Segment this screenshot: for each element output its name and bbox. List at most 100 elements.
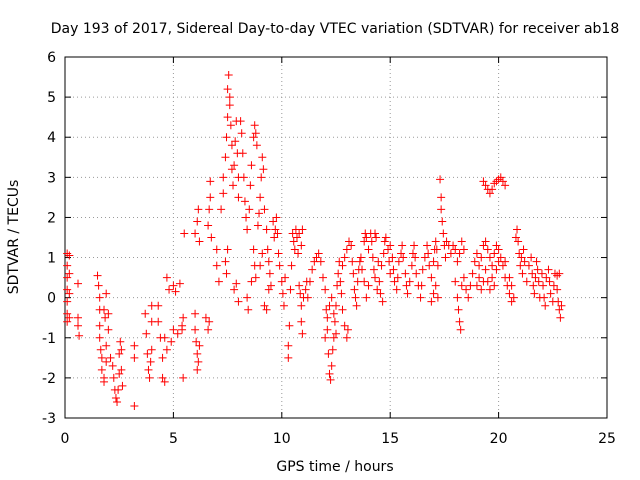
data-point xyxy=(517,253,526,262)
data-point xyxy=(553,271,562,280)
data-point xyxy=(514,237,523,246)
data-point xyxy=(234,297,243,306)
data-point xyxy=(262,305,271,314)
data-point xyxy=(472,249,481,258)
data-point xyxy=(429,257,438,266)
data-point xyxy=(193,217,202,226)
data-point xyxy=(201,313,210,322)
data-point xyxy=(180,229,189,238)
data-point xyxy=(541,301,550,310)
data-point xyxy=(464,293,473,302)
data-point xyxy=(321,333,330,342)
data-point xyxy=(193,349,202,358)
data-point xyxy=(549,281,558,290)
y-tick-label: 6 xyxy=(47,50,56,66)
data-point xyxy=(262,225,271,234)
data-point xyxy=(485,189,494,198)
data-point xyxy=(527,253,536,262)
data-point xyxy=(160,333,169,342)
data-point xyxy=(544,265,553,274)
data-point xyxy=(284,353,293,362)
data-point xyxy=(297,301,306,310)
data-point xyxy=(231,137,240,146)
data-point xyxy=(384,245,393,254)
axis-ticks xyxy=(64,56,608,419)
data-point xyxy=(349,269,358,278)
data-point xyxy=(289,237,298,246)
data-point xyxy=(324,349,333,358)
data-point xyxy=(340,321,349,330)
data-point xyxy=(63,249,72,258)
data-point xyxy=(446,249,455,258)
data-point xyxy=(111,393,120,402)
data-point xyxy=(373,285,382,294)
y-tick-label: 3 xyxy=(47,170,56,186)
data-point xyxy=(555,269,564,278)
data-point xyxy=(399,253,408,262)
data-point xyxy=(63,261,72,270)
data-point xyxy=(488,273,497,282)
data-point xyxy=(74,321,83,330)
data-point xyxy=(263,245,272,254)
data-point xyxy=(397,249,406,258)
data-point xyxy=(546,289,555,298)
data-point xyxy=(273,229,282,238)
data-point xyxy=(207,233,216,242)
data-point xyxy=(221,257,230,266)
data-point xyxy=(390,277,399,286)
data-point xyxy=(130,401,139,410)
x-tick-label: 10 xyxy=(273,431,291,447)
data-point xyxy=(557,301,566,310)
data-point xyxy=(162,345,171,354)
data-point xyxy=(260,205,269,214)
data-point xyxy=(223,85,232,94)
data-point xyxy=(453,293,462,302)
data-point xyxy=(420,253,429,262)
data-point xyxy=(470,257,479,266)
data-point xyxy=(513,225,522,234)
y-tick-label: 2 xyxy=(47,210,56,226)
data-point xyxy=(194,357,203,366)
data-point xyxy=(205,205,214,214)
data-point xyxy=(284,341,293,350)
data-point xyxy=(389,265,398,274)
data-point xyxy=(438,217,447,226)
data-point xyxy=(222,133,231,142)
data-point xyxy=(271,225,280,234)
y-tick-label: -2 xyxy=(42,371,56,387)
data-point xyxy=(96,345,105,354)
data-point xyxy=(330,317,339,326)
data-point xyxy=(455,249,464,258)
data-point xyxy=(95,333,104,342)
y-tick-label: -3 xyxy=(42,411,56,427)
data-point xyxy=(286,285,295,294)
data-point xyxy=(74,279,83,288)
data-point xyxy=(553,285,562,294)
data-point xyxy=(244,305,253,314)
data-point xyxy=(297,241,306,250)
data-point xyxy=(249,133,258,142)
data-point xyxy=(352,301,361,310)
data-point xyxy=(221,153,230,162)
data-point xyxy=(278,289,287,298)
data-point xyxy=(524,261,533,270)
data-point xyxy=(65,313,74,322)
data-point xyxy=(342,333,351,342)
data-point xyxy=(501,257,510,266)
tick-labels: 0 5 10 15 20 25 -3 -2 -1 0 1 2 3 4 5 6 xyxy=(42,50,616,447)
data-point xyxy=(372,233,381,242)
data-point xyxy=(251,129,260,138)
data-point xyxy=(556,313,565,322)
data-point xyxy=(530,289,539,298)
data-point xyxy=(377,261,386,270)
data-point xyxy=(368,253,377,262)
data-point xyxy=(501,181,510,190)
data-point xyxy=(468,269,477,278)
data-point xyxy=(490,281,499,290)
data-point xyxy=(165,285,174,294)
data-point xyxy=(325,369,334,378)
data-point xyxy=(204,221,213,230)
data-point xyxy=(477,285,486,294)
data-point xyxy=(295,281,304,290)
data-point xyxy=(483,245,492,254)
